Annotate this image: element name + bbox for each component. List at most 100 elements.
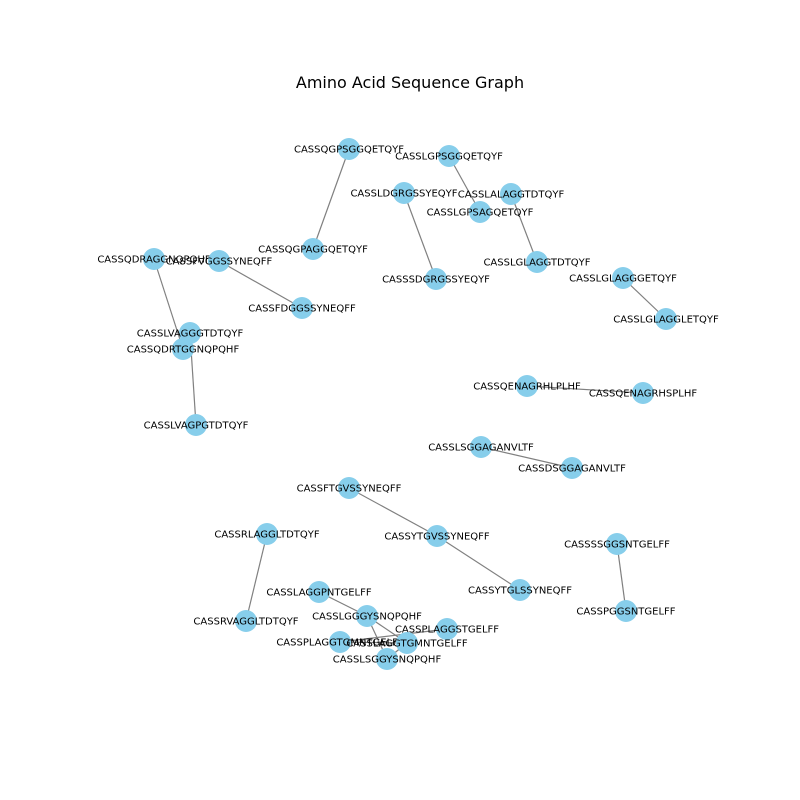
node-label: CASSFVGGSSYNEQFF: [166, 257, 273, 268]
graph-node: CASSQDRTGGNQPQHF: [127, 338, 240, 360]
node-circle: [615, 600, 637, 622]
node-label: CASSQENAGRHLPLHF: [473, 382, 581, 393]
graph-node: CASSLDGRGSSYEQYF: [350, 182, 458, 204]
node-circle: [291, 297, 313, 319]
graph-node: CASSLGLAGGTDTQYF: [483, 251, 591, 273]
node-label: CASSLGLAGGLETQYF: [613, 315, 719, 326]
node-label: CASSLGLAGGGETQYF: [569, 274, 677, 285]
edge-n21-n23: [348, 487, 438, 537]
node-circle: [500, 183, 522, 205]
graph-node: CASSRLAGGLTDTQYF: [214, 523, 320, 545]
node-circle: [396, 632, 418, 654]
node-circle: [172, 338, 194, 360]
graph-node: CASSLAGGTGMNTGELFF: [346, 632, 468, 654]
graph-node: CASSRVAGGLTDTQYF: [193, 610, 299, 632]
node-circle: [185, 414, 207, 436]
edge-n7-n15: [153, 258, 184, 350]
graph-node: CASSLGLAGGGETQYF: [569, 267, 677, 289]
graph-node: CASSFDGGSSYNEQFF: [248, 297, 356, 319]
node-label: CASSLAGGTGMNTGELFF: [346, 639, 468, 650]
graph-node: CASSPGGSNTGELFF: [576, 600, 676, 622]
graph-node: CASSSDGRGSSYEQYF: [382, 268, 490, 290]
edge-n24-n28: [616, 543, 627, 612]
node-label: CASSLGLAGGTDTQYF: [483, 258, 590, 269]
node-label: CASSDSGGAGANVLTF: [518, 464, 626, 475]
node-label: CASSLGPSGGQETQYF: [395, 152, 503, 163]
node-circle: [612, 267, 634, 289]
node-label: CASSPGGSNTGELFF: [576, 607, 675, 618]
node-label: CASSQENAGRHSPLHF: [589, 389, 698, 400]
graph-node: CASSQGPSGGQETQYF: [294, 138, 404, 160]
node-circle: [329, 631, 351, 653]
graph-node: CASSPLAGGTGMNTGELFF: [276, 631, 404, 653]
graph-node: CASSSSGGSNTGELFF: [564, 533, 670, 555]
node-label: CASSLDGRGSSYEQYF: [350, 189, 457, 200]
node-circle: [606, 533, 628, 555]
node-circle: [302, 238, 324, 260]
node-label: CASSQDRTGGNQPQHF: [127, 345, 240, 356]
node-label: CASSYTGLSSYNEQFF: [468, 586, 572, 597]
graph-node: CASSQENAGRHLPLHF: [473, 375, 581, 397]
node-label: CASSSSGGSNTGELFF: [564, 540, 670, 551]
graph-title: Amino Acid Sequence Graph: [296, 73, 524, 92]
graph-node: CASSQENAGRHSPLHF: [589, 382, 698, 404]
node-label: CASSQDRAGGNQPQHF: [97, 255, 211, 266]
node-circle: [655, 308, 677, 330]
edge-n1-n6: [312, 148, 350, 250]
node-circle: [632, 382, 654, 404]
node-circle: [338, 138, 360, 160]
node-label: CASSQGPSGGQETQYF: [294, 145, 404, 156]
graph-node: CASSFTGVSSYNEQFF: [297, 477, 402, 499]
node-label: CASSFTGVSSYNEQFF: [297, 484, 402, 495]
node-circle: [393, 182, 415, 204]
graph-node: CASSLALAGGTDTQYF: [458, 183, 564, 205]
edge-n4-n10: [510, 193, 538, 263]
edge-n31-n30: [339, 628, 448, 643]
node-label: CASSPLAGGTGMNTGELFF: [276, 638, 404, 649]
graph-node: CASSLVAGPGTDTQYF: [144, 414, 249, 436]
node-circle: [338, 477, 360, 499]
node-label: CASSPLAGGSTGELFF: [395, 625, 499, 636]
graph-node: CASSLGPSAGQETQYF: [427, 201, 534, 223]
node-label: CASSLVAGPGTDTQYF: [144, 421, 249, 432]
graph-node: CASSDSGGAGANVLTF: [518, 457, 626, 479]
node-label: CASSRVAGGLTDTQYF: [193, 617, 298, 628]
node-label: CASSFDGGSSYNEQFF: [248, 304, 356, 315]
node-label: CASSQGPAGGQETQYF: [258, 245, 368, 256]
node-circle: [436, 618, 458, 640]
node-label: CASSLVAGGGTDTQYF: [137, 329, 244, 340]
edge-n3-n9: [403, 192, 437, 280]
edge-n8-n12: [218, 260, 303, 309]
node-circle: [526, 251, 548, 273]
node-circle: [469, 201, 491, 223]
graph-node: CASSFVGGSSYNEQFF: [166, 250, 273, 272]
graph-node: CASSQDRAGGNQPQHF: [97, 248, 211, 270]
node-label: CASSYTGVSSYNEQFF: [384, 532, 490, 543]
graph-node: CASSLGPSGGQETQYF: [395, 145, 503, 167]
graph-node: CASSLSGGAGANVLTF: [428, 436, 534, 458]
node-circle: [256, 523, 278, 545]
edge-layer: [153, 148, 667, 660]
node-circle: [143, 248, 165, 270]
graph-node: CASSLAGGPNTGELFF: [266, 581, 372, 603]
node-label: CASSLSGGAGANVLTF: [428, 443, 534, 454]
node-circle: [356, 605, 378, 627]
edge-n16-n17: [526, 385, 644, 394]
graph-node: CASSLSGGYSNQPQHF: [333, 648, 442, 670]
edge-n22-n27: [245, 533, 268, 622]
graph-node: CASSQGPAGGQETQYF: [258, 238, 368, 260]
graph-node: CASSLGGGYSNQPQHF: [312, 605, 422, 627]
node-circle: [516, 375, 538, 397]
node-label: CASSLGPSAGQETQYF: [427, 208, 534, 219]
node-label: CASSLSGGYSNQPQHF: [333, 655, 442, 666]
edge-n23-n26: [436, 535, 521, 591]
edge-n31-n32: [339, 641, 408, 644]
node-circle: [376, 648, 398, 670]
graph-node: CASSLGLAGGLETQYF: [613, 308, 719, 330]
node-circle: [561, 457, 583, 479]
node-label: CASSRLAGGLTDTQYF: [214, 530, 320, 541]
edge-n19-n20: [480, 446, 573, 469]
node-circle: [425, 268, 447, 290]
